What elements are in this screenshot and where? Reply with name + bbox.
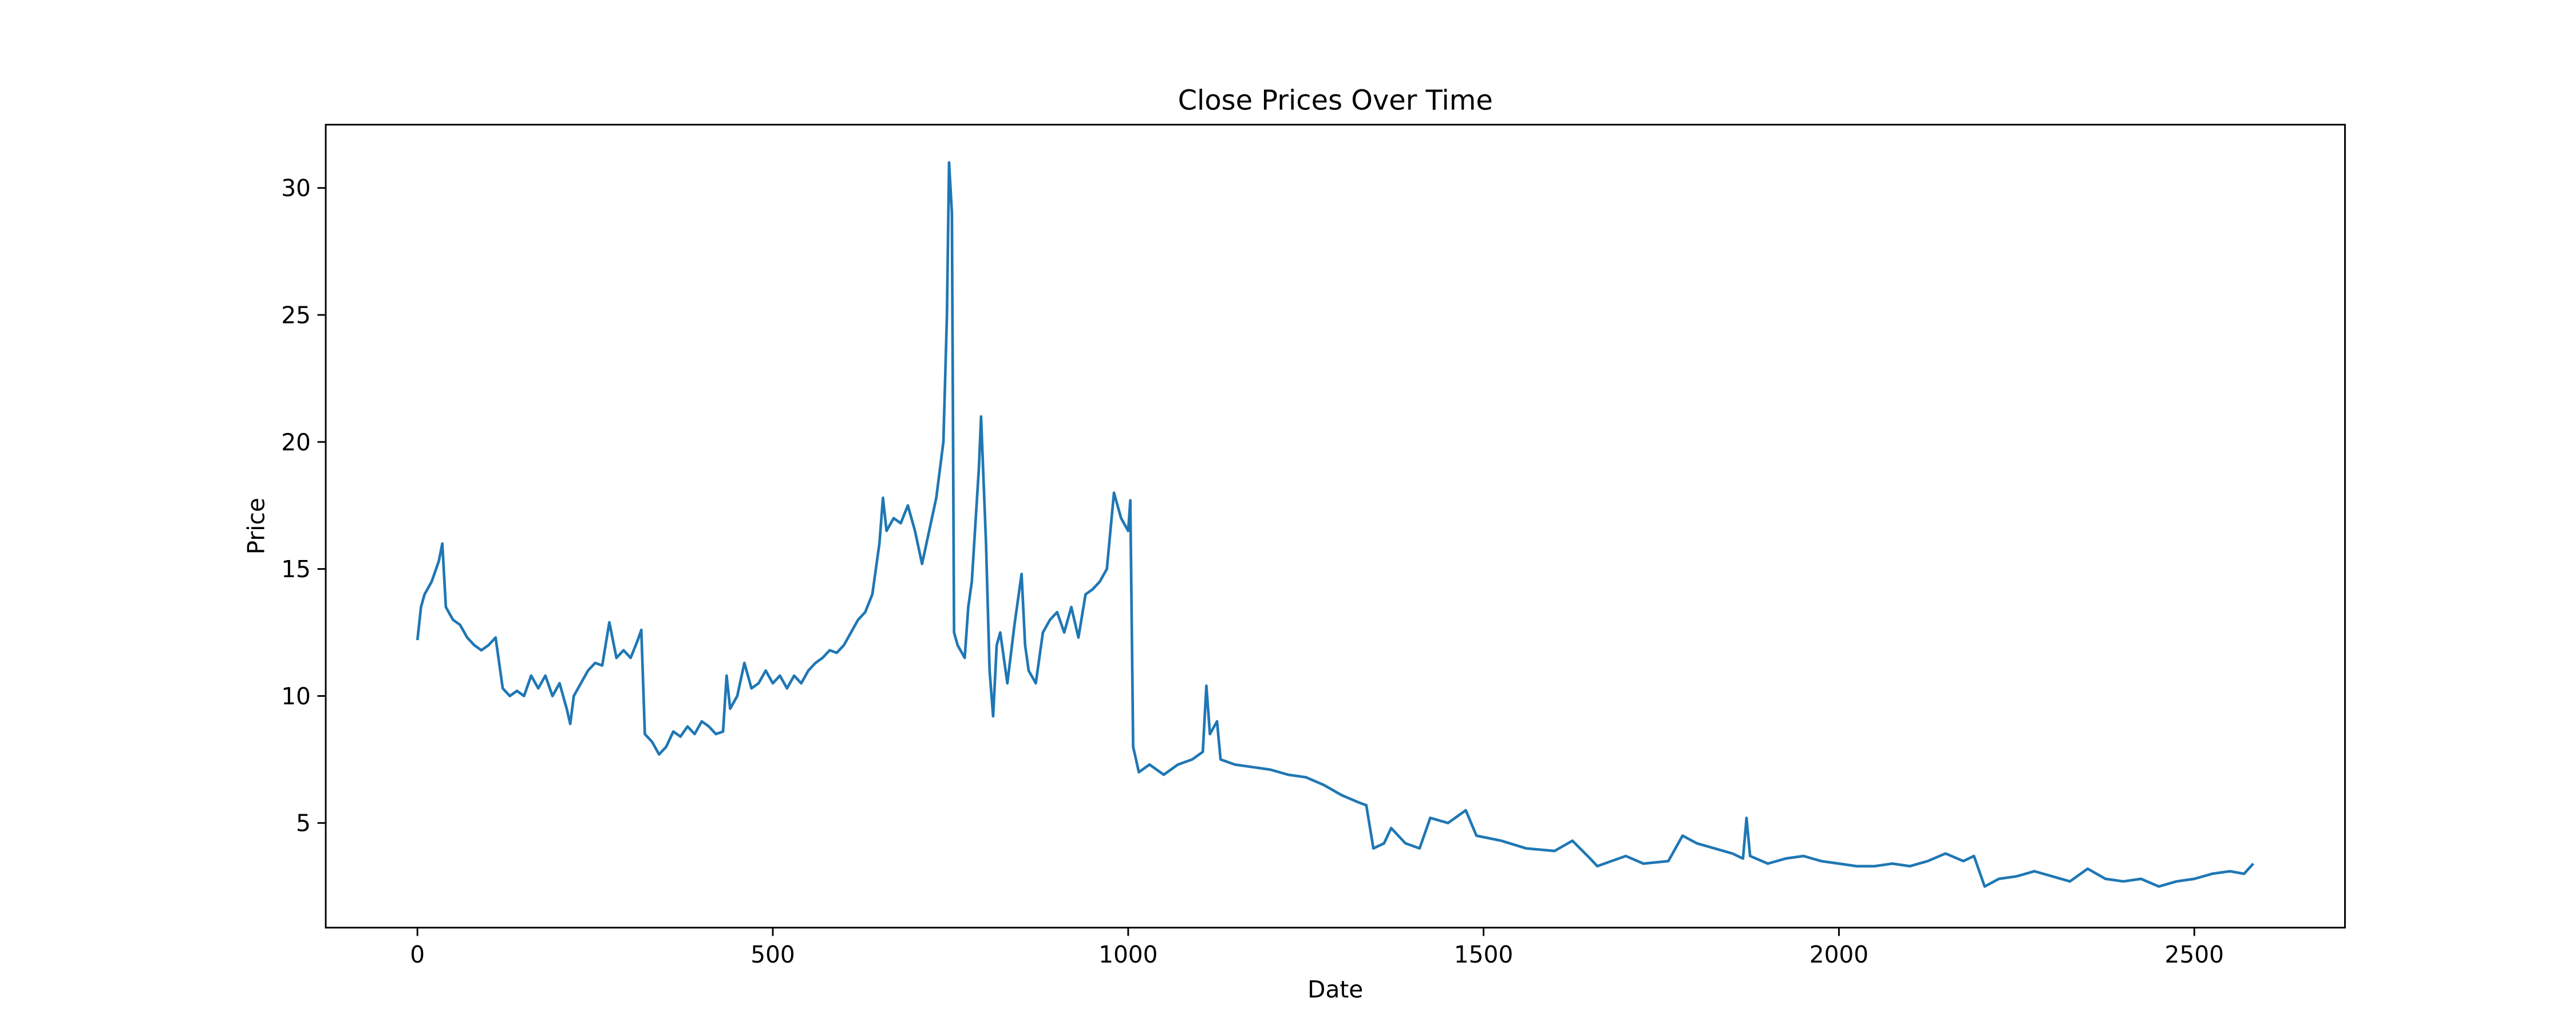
x-tick-label: 2000 <box>1809 941 1868 968</box>
y-axis-label: Price <box>243 498 270 554</box>
x-tick-label: 2500 <box>2165 941 2224 968</box>
x-tick-label: 1000 <box>1099 941 1157 968</box>
plot-frame <box>325 124 2346 929</box>
x-tick-label: 500 <box>750 941 795 968</box>
y-tick-label: 25 <box>281 302 311 329</box>
x-tick-label: 0 <box>410 941 425 968</box>
chart-title: Close Prices Over Time <box>1178 85 1493 117</box>
y-tick-label: 5 <box>296 810 311 837</box>
x-tick-label: 1500 <box>1454 941 1513 968</box>
line-series <box>416 161 2254 888</box>
y-tick-label: 10 <box>281 683 311 710</box>
y-tick-label: 20 <box>281 428 311 456</box>
x-axis-label: Date <box>1307 976 1363 1003</box>
y-tick-label: 30 <box>281 175 311 202</box>
y-tick-label: 15 <box>281 555 311 583</box>
